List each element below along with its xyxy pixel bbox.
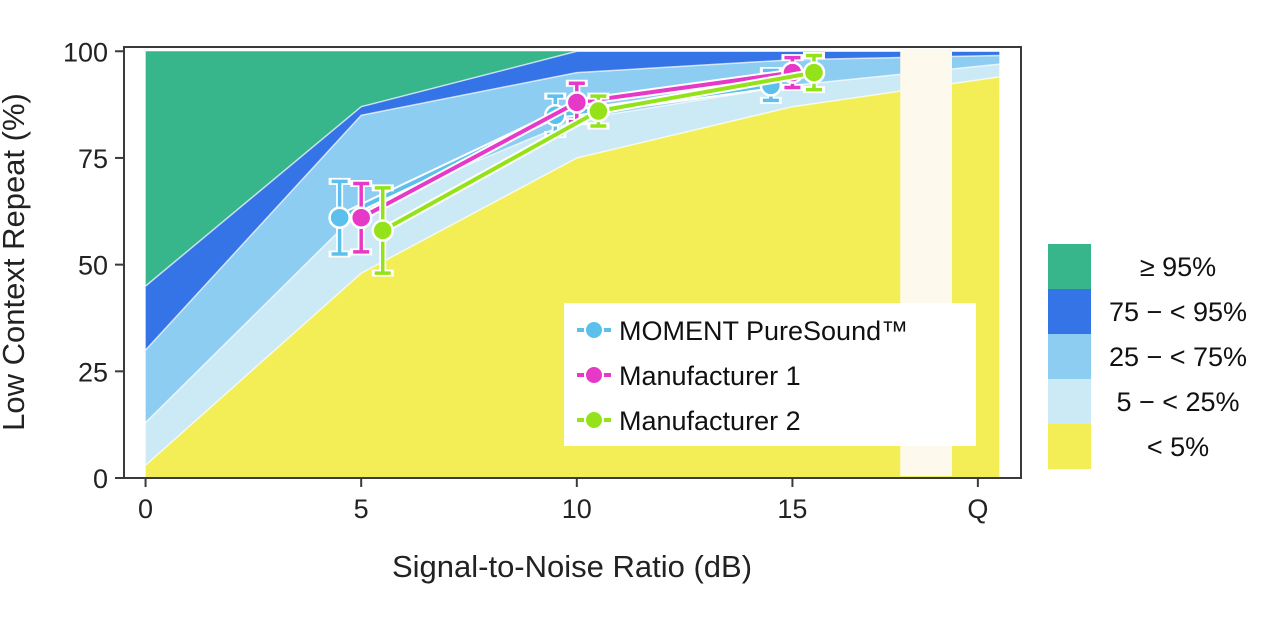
band-label: 5 − < 25%	[1116, 387, 1239, 417]
y-tick-label: 50	[78, 251, 108, 281]
plot-frame	[123, 46, 1022, 479]
data-point	[328, 206, 351, 229]
legend-marker	[584, 410, 604, 430]
band-swatch	[1048, 289, 1091, 334]
y-tick-label: 0	[93, 464, 108, 494]
legend-label: Manufacturer 1	[619, 361, 801, 391]
band-label: 75 − < 95%	[1109, 297, 1247, 327]
band-boundary-0	[145, 76, 1000, 466]
y-tick-label: 75	[78, 144, 108, 174]
band-swatch	[1048, 424, 1091, 469]
data-point	[802, 61, 826, 84]
band-right-margin	[999, 48, 1021, 477]
x-tick-label: 5	[354, 494, 369, 524]
band-label: < 5%	[1147, 432, 1209, 462]
data-point	[349, 206, 373, 229]
band-legend: ≥ 95% 75 − < 95% 25 − < 75% 5 − < 25% < 5%	[1048, 244, 1247, 469]
x-tick-label: 10	[562, 494, 592, 524]
band-left-margin	[125, 48, 146, 477]
band-label: ≥ 95%	[1140, 252, 1216, 282]
x-tick-label: 0	[138, 494, 153, 524]
band-boundary-2	[145, 54, 1000, 351]
series-legend-box	[564, 303, 976, 446]
legend-label: Manufacturer 2	[619, 406, 801, 436]
band-4	[145, 51, 1000, 286]
band-swatch	[1048, 334, 1091, 379]
x-axis: 0 5 10 15 Q	[138, 478, 988, 524]
x-axis-label: Signal-to-Noise Ratio (dB)	[392, 549, 752, 584]
x-tick-label: 15	[777, 494, 807, 524]
legend-marker	[584, 365, 604, 385]
band-label: 25 − < 75%	[1109, 342, 1247, 372]
band-1	[145, 64, 1000, 466]
band-boundary-3	[145, 50, 1000, 287]
data-series	[328, 52, 826, 277]
y-axis-label: Low Context Repeat (%)	[0, 93, 31, 431]
x-tick-label: Q	[967, 494, 988, 524]
band-swatch	[1048, 244, 1091, 289]
y-axis: 0 25 50 75 100	[63, 37, 124, 494]
series-legend: MOMENT PureSound™ Manufacturer 1 Manufactu…	[564, 303, 976, 446]
y-tick-label: 100	[63, 37, 108, 67]
band-swatch	[1048, 379, 1091, 424]
legend-label: MOMENT PureSound™	[619, 316, 908, 346]
y-tick-label: 25	[78, 357, 108, 387]
band-2	[145, 55, 1000, 423]
data-point	[587, 99, 610, 123]
data-point	[565, 91, 589, 114]
legend-marker	[584, 320, 604, 340]
data-point	[371, 219, 394, 242]
